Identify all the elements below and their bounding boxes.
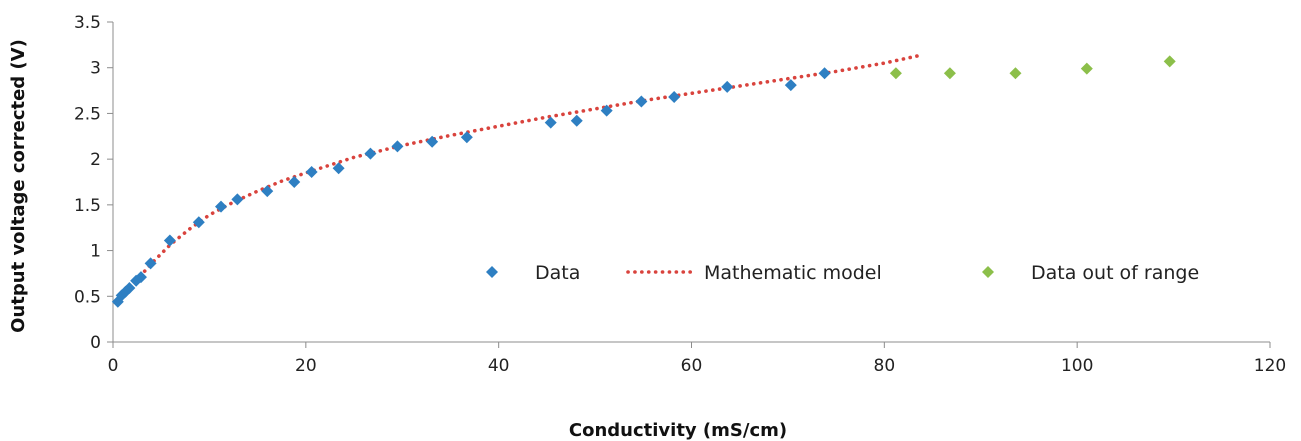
data-point: [144, 257, 157, 270]
x-tick-label: 0: [108, 356, 119, 376]
data-point: [305, 165, 318, 178]
plot-area: [111, 53, 1176, 308]
y-tick-label: 1.5: [74, 196, 101, 216]
out-of-range-point: [1080, 62, 1093, 75]
data-point: [391, 140, 404, 153]
y-tick-label: 1: [90, 242, 101, 262]
data-point: [426, 135, 439, 148]
data-point: [192, 216, 205, 229]
legend-marker-symbol: [982, 266, 994, 278]
data-point: [721, 80, 734, 93]
out-of-range-point: [1009, 67, 1022, 80]
data-point: [214, 200, 227, 213]
legend-marker-symbol: [486, 266, 498, 278]
data-point: [600, 104, 613, 117]
data-point: [818, 67, 831, 80]
data-point: [364, 147, 377, 160]
legend-out-of-range: Data out of range: [982, 262, 1199, 284]
out-of-range-point: [943, 67, 956, 80]
out-of-range-point: [1163, 55, 1176, 68]
model-line: [116, 53, 920, 305]
legend-label: Data out of range: [1031, 262, 1199, 284]
y-tick-label: 2: [90, 150, 101, 170]
data-point: [544, 116, 557, 129]
data-point: [570, 114, 583, 127]
y-tick-labels: 0 0.5 1 1.5 2 2.5 3 3.5: [74, 13, 113, 353]
y-tick-label: 0.5: [74, 287, 101, 307]
legend-label: Data: [535, 262, 580, 284]
y-tick-label: 0: [90, 333, 101, 353]
data-point: [460, 131, 473, 144]
legend-data: Data: [486, 262, 580, 284]
axes: [112, 22, 1270, 343]
data-point: [123, 282, 136, 295]
x-tick-label: 60: [681, 356, 703, 376]
x-tick-label: 20: [295, 356, 317, 376]
y-tick-label: 3: [90, 59, 101, 79]
legend-label: Mathematic model: [704, 262, 882, 284]
data-point: [332, 162, 345, 175]
data-point: [668, 90, 681, 103]
data-point: [784, 79, 797, 92]
out-of-range-point: [889, 67, 902, 80]
x-tick-labels: 0 20 40 60 80 100 120: [108, 342, 1286, 376]
x-tick-label: 80: [874, 356, 896, 376]
data-point: [134, 271, 147, 284]
data-point: [163, 234, 176, 247]
data-point: [231, 193, 244, 206]
x-axis-title: Conductivity (mS/cm): [569, 420, 787, 441]
y-tick-label: 2.5: [74, 104, 101, 124]
y-axis-title: Output voltage corrected (V): [8, 39, 29, 333]
data-point: [635, 95, 648, 108]
x-tick-label: 40: [488, 356, 510, 376]
data-point: [261, 185, 274, 198]
legend: Data Mathematic model Data out of range: [486, 262, 1199, 284]
y-tick-label: 3.5: [74, 13, 101, 33]
data-point: [288, 176, 301, 188]
legend-model: Mathematic model: [626, 262, 882, 284]
x-tick-label: 120: [1254, 356, 1286, 376]
x-tick-label: 100: [1061, 356, 1093, 376]
